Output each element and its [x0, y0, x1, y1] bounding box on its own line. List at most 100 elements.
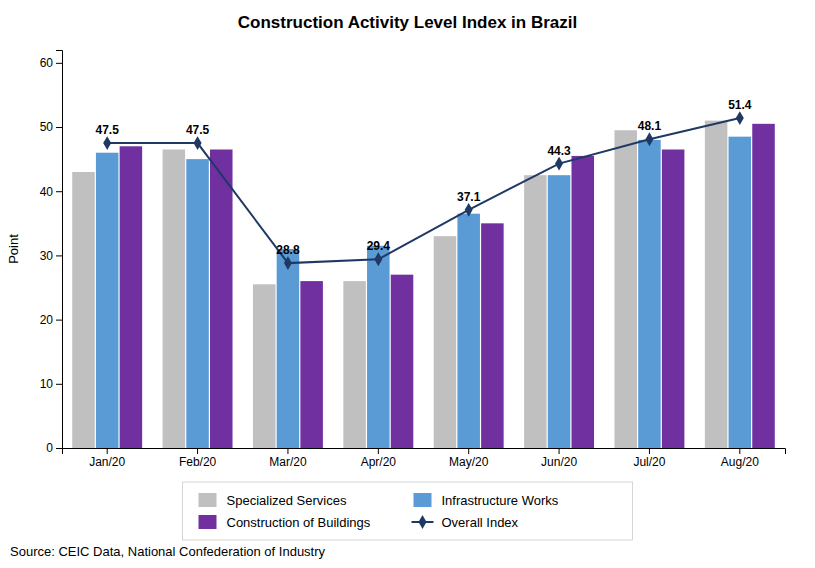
- legend-label: Infrastructure Works: [442, 493, 559, 508]
- tick-label: 40: [40, 185, 54, 199]
- bar: [434, 236, 457, 448]
- tick-label: 30: [40, 249, 54, 263]
- data-labels: 47.547.528.829.437.144.348.151.4: [96, 98, 752, 257]
- tick: 40: [40, 185, 62, 199]
- tick-mark: [56, 384, 62, 385]
- tick: Aug/20: [721, 448, 759, 469]
- legend-swatch: [414, 493, 432, 507]
- bar: [705, 121, 728, 448]
- marker: [736, 111, 744, 125]
- axis-line: [63, 449, 786, 455]
- chart: Construction Activity Level Index in Bra…: [0, 0, 815, 568]
- line: [107, 118, 740, 263]
- tick-mark: [559, 448, 560, 454]
- tick-label: Mar/20: [269, 455, 307, 469]
- axis-line: [56, 51, 63, 449]
- title: Construction Activity Level Index in Bra…: [238, 13, 577, 32]
- data-label: 47.5: [96, 123, 120, 137]
- bar: [524, 175, 547, 448]
- legend-frame: [183, 482, 633, 540]
- marker: [194, 136, 202, 150]
- tick-label: Jun/20: [541, 455, 577, 469]
- data-label: 44.3: [547, 144, 571, 158]
- tick-mark: [649, 448, 650, 454]
- tick: 60: [40, 56, 62, 70]
- bar: [277, 249, 300, 448]
- bar: [572, 156, 595, 448]
- tick: 30: [40, 249, 62, 263]
- tick-label: 60: [40, 56, 54, 70]
- tick-mark: [56, 255, 62, 256]
- marker: [465, 203, 473, 217]
- bar: [300, 281, 323, 448]
- bar: [548, 175, 571, 448]
- bar: [163, 150, 186, 449]
- bar: [729, 137, 752, 448]
- tick: Apr/20: [361, 448, 397, 469]
- legend-swatch: [199, 493, 217, 507]
- legend-label: Construction of Buildings: [227, 515, 371, 530]
- legend-item: Overall Index: [412, 515, 519, 530]
- tick-mark: [107, 448, 108, 454]
- source: Source: CEIC Data, National Confederatio…: [10, 544, 326, 559]
- tick: 0: [46, 441, 62, 455]
- data-label: 29.4: [367, 239, 391, 253]
- tick-mark: [378, 448, 379, 454]
- tick-label: 0: [46, 441, 53, 455]
- legend-item: Infrastructure Works: [414, 493, 559, 508]
- bar: [614, 130, 637, 448]
- marker: [284, 256, 292, 270]
- bar: [662, 150, 685, 449]
- tick-label: 10: [40, 377, 54, 391]
- tick-label: Aug/20: [721, 455, 759, 469]
- tick: 20: [40, 313, 62, 327]
- bar: [96, 153, 119, 448]
- tick-label: Feb/20: [179, 455, 217, 469]
- bar: [343, 281, 366, 448]
- plot: 47.547.528.829.437.144.348.151.4Jan/20Fe…: [6, 51, 786, 469]
- legend: Specialized Services Infrastructure Works…: [183, 482, 633, 540]
- marker: [555, 157, 563, 171]
- x-axis: Jan/20 Feb/20 Mar/20 Apr/20 May/20 Jun/20 Jul/…: [63, 448, 786, 469]
- legend-label: Specialized Services: [227, 493, 347, 508]
- legend-item: Specialized Services: [199, 493, 347, 508]
- tick-label: Jul/20: [633, 455, 665, 469]
- data-label: 48.1: [638, 119, 662, 133]
- tick-mark: [739, 448, 740, 454]
- tick: May/20: [449, 448, 489, 469]
- bar-series: [120, 124, 775, 448]
- tick-label: 20: [40, 313, 54, 327]
- bar: [210, 150, 233, 449]
- axis-title: Point: [6, 234, 21, 264]
- tick-mark: [56, 63, 62, 64]
- tick: Jul/20: [633, 448, 665, 469]
- tick-mark: [56, 127, 62, 128]
- tick-label: Jan/20: [89, 455, 125, 469]
- tick-mark: [468, 448, 469, 454]
- tick-mark: [56, 320, 62, 321]
- bar: [391, 275, 414, 448]
- tick-mark: [197, 448, 198, 454]
- bar: [186, 159, 209, 448]
- tick-label: May/20: [449, 455, 489, 469]
- legend-marker: [419, 515, 427, 529]
- marks: [72, 111, 775, 448]
- bar: [481, 223, 504, 448]
- tick-mark: [287, 448, 288, 454]
- data-label: 51.4: [728, 98, 752, 112]
- tick: Jan/20: [89, 448, 125, 469]
- y-axis: 0102030405060: [40, 51, 63, 456]
- bar-series: [96, 137, 751, 448]
- tick-mark: [56, 448, 62, 449]
- bar: [638, 140, 661, 448]
- tick: 10: [40, 377, 62, 391]
- bar: [367, 246, 390, 448]
- legend-label: Overall Index: [442, 515, 519, 530]
- data-label: 37.1: [457, 190, 481, 204]
- data-label: 28.8: [276, 243, 300, 257]
- tick: Feb/20: [179, 448, 217, 469]
- bar: [72, 172, 95, 448]
- bar: [120, 146, 143, 448]
- bar-series: [72, 121, 727, 448]
- legend-item: Construction of Buildings: [199, 515, 371, 530]
